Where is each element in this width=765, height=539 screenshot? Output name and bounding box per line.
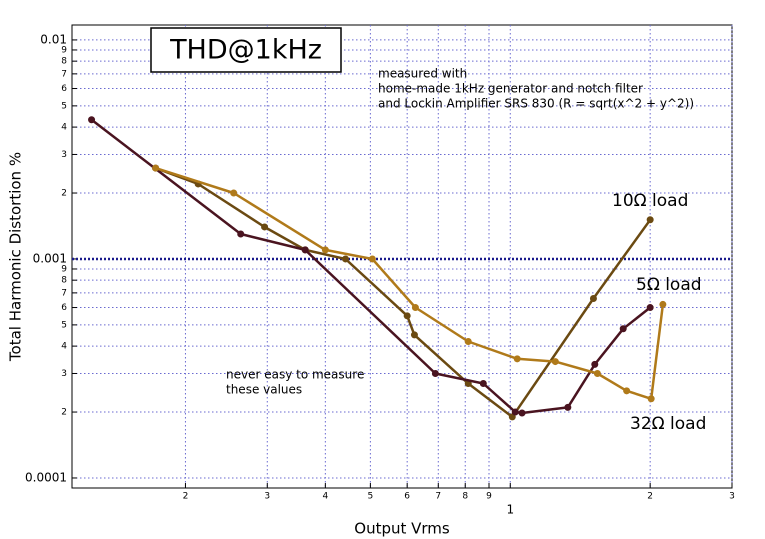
x-tick-label: 5 (368, 492, 374, 502)
x-tick-label: 4 (322, 492, 328, 502)
data-point (551, 358, 559, 366)
data-point (431, 369, 439, 377)
data-point (321, 246, 329, 254)
data-point (88, 116, 96, 124)
y-tick-label: 3 (61, 369, 67, 379)
x-tick-label: 3 (729, 492, 735, 502)
data-point (301, 246, 309, 254)
x-tick-label: 1 (506, 503, 514, 517)
data-point (511, 408, 519, 416)
x-tick-label: 2 (183, 492, 189, 502)
y-tick-label: 6 (61, 303, 67, 313)
series-line (155, 166, 665, 401)
data-point (646, 304, 654, 312)
y-tick-label: 4 (61, 342, 67, 352)
annotation: never easy to measure (226, 368, 364, 382)
x-tick-label: 8 (462, 492, 468, 502)
data-point (464, 337, 472, 345)
data-point (237, 230, 245, 238)
data-point (646, 216, 654, 224)
data-point (368, 255, 376, 263)
title-box (150, 27, 342, 73)
data-point (593, 369, 601, 377)
chart-title: THD@1kHz (169, 35, 322, 66)
data-point (410, 331, 418, 339)
data-point (513, 355, 521, 363)
y-tick-label: 4 (61, 123, 67, 133)
series-label: 32Ω load (630, 414, 706, 434)
x-tick-label: 7 (435, 492, 441, 502)
series-label: 5Ω load (636, 275, 702, 295)
data-point (403, 312, 411, 320)
data-point (647, 395, 655, 403)
y-tick-label: 0.01 (40, 32, 67, 46)
y-axis-label: Total Harmonic Distortion % (7, 152, 25, 362)
plot-frame (71, 24, 733, 489)
data-point (659, 300, 667, 308)
y-tick-label: 3 (61, 150, 67, 160)
x-axis-label: Output Vrms (354, 520, 450, 538)
data-point (411, 304, 419, 312)
data-point (230, 189, 238, 197)
y-tick-label: 9 (61, 45, 67, 55)
annotation: these values (226, 383, 302, 397)
y-tick-label: 5 (61, 101, 67, 111)
y-tick-label: 0.001 (33, 251, 67, 265)
y-tick-label: 9 (61, 264, 67, 274)
data-point (619, 325, 627, 333)
y-tick-label: 7 (61, 69, 67, 79)
y-tick-label: 6 (61, 84, 67, 94)
data-point (591, 360, 599, 368)
data-point (341, 255, 349, 263)
annotation: home-made 1kHz generator and notch filte… (378, 82, 643, 96)
x-tick-label: 6 (404, 492, 410, 502)
series-label: 10Ω load (612, 191, 688, 211)
data-point (623, 387, 631, 395)
y-tick-label: 7 (61, 288, 67, 298)
y-tick-label: 2 (61, 189, 67, 199)
data-point (479, 379, 487, 387)
y-tick-label: 5 (61, 320, 67, 330)
x-tick-label: 3 (264, 492, 270, 502)
y-tick-label: 8 (61, 57, 67, 67)
x-tick-label: 9 (486, 492, 492, 502)
data-point (564, 403, 572, 411)
annotation: and Lockin Amplifier SRS 830 (R = sqrt(x… (378, 97, 694, 111)
data-point (261, 223, 269, 231)
data-point (589, 294, 597, 302)
y-tick-label: 8 (61, 276, 67, 286)
y-tick-label: 0.0001 (25, 470, 67, 484)
data-point (152, 164, 160, 172)
x-tick-label: 2 (647, 492, 653, 502)
y-tick-label: 2 (61, 408, 67, 418)
annotation: measured with (378, 67, 467, 81)
data-point (518, 409, 526, 417)
